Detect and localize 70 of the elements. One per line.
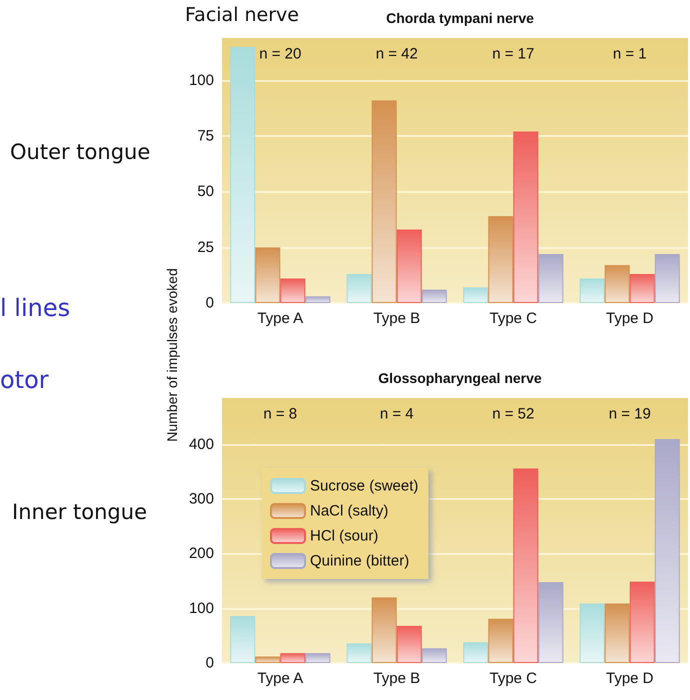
y-tick-label: 200 [188, 545, 214, 562]
annotation: n = 4 [380, 406, 414, 422]
y-axis-title: Number of impulses evoked [164, 268, 180, 442]
annotation: n = 20 [259, 46, 302, 62]
text: l lines [0, 294, 70, 322]
bar [305, 296, 330, 303]
annotation: n = 8 [263, 406, 298, 422]
annotation: n = 19 [608, 406, 651, 422]
bar [538, 254, 564, 303]
y-tick-label: 0 [206, 654, 214, 672]
bar [488, 216, 514, 303]
bar [604, 603, 630, 663]
bar [580, 278, 605, 303]
legend-label: HCl (sour) [310, 528, 378, 544]
x-tick-label: Type D [606, 670, 654, 687]
bar [255, 247, 280, 303]
bar [280, 278, 306, 303]
annotation: n = 42 [376, 46, 418, 62]
y-tick-label: 0 [206, 294, 214, 312]
bar [396, 230, 422, 303]
bar [463, 287, 488, 303]
bar [346, 274, 372, 303]
legend-label: Quinine (bitter) [310, 552, 410, 570]
bar [372, 597, 397, 663]
y-tick-label: 25 [197, 238, 214, 256]
text: Outer tongue [10, 140, 150, 164]
bar [538, 582, 564, 663]
x-tick-label: Type C [489, 310, 538, 327]
bar [346, 643, 372, 663]
bar [396, 626, 422, 663]
x-tick-label: Type C [489, 670, 538, 687]
x-tick-label: Type A [257, 310, 304, 327]
bar [463, 642, 488, 663]
text: otor [0, 366, 49, 394]
chart-title: Glossopharyngeal nerve [378, 370, 542, 386]
annotation: n = 1 [612, 46, 647, 62]
legend-label: NaCl (salty) [310, 502, 388, 520]
bar [230, 46, 256, 303]
bar [422, 648, 447, 663]
y-tick-label: 400 [188, 436, 214, 453]
bar [513, 132, 538, 303]
y-tick-label: 100 [188, 600, 214, 617]
bar [513, 468, 538, 663]
bar [654, 254, 680, 303]
annotation: n = 17 [492, 46, 534, 62]
x-tick-label: Type B [373, 310, 420, 327]
bar [255, 656, 280, 663]
bar [280, 653, 306, 663]
chart-title: Chorda tympani nerve [386, 10, 534, 26]
y-tick-label: 300 [188, 490, 214, 508]
bar [230, 616, 256, 663]
text: Inner tongue [12, 500, 147, 524]
bar [305, 653, 330, 663]
bar [654, 438, 680, 663]
bar [580, 603, 605, 663]
bar [604, 265, 630, 303]
y-tick-label: 75 [197, 127, 214, 144]
y-tick-label: 50 [197, 183, 214, 200]
bar [372, 100, 397, 303]
x-tick-label: Type B [373, 670, 420, 687]
bar [422, 290, 447, 303]
text: Facial nerve [185, 4, 299, 26]
annotation: n = 52 [492, 406, 534, 422]
bar [630, 274, 655, 303]
bar [488, 618, 514, 663]
legend-label: Sucrose (sweet) [310, 478, 418, 494]
y-tick-label: 100 [188, 72, 214, 89]
bar [630, 582, 655, 663]
x-tick-label: Type D [606, 310, 654, 327]
x-tick-label: Type A [257, 670, 304, 687]
